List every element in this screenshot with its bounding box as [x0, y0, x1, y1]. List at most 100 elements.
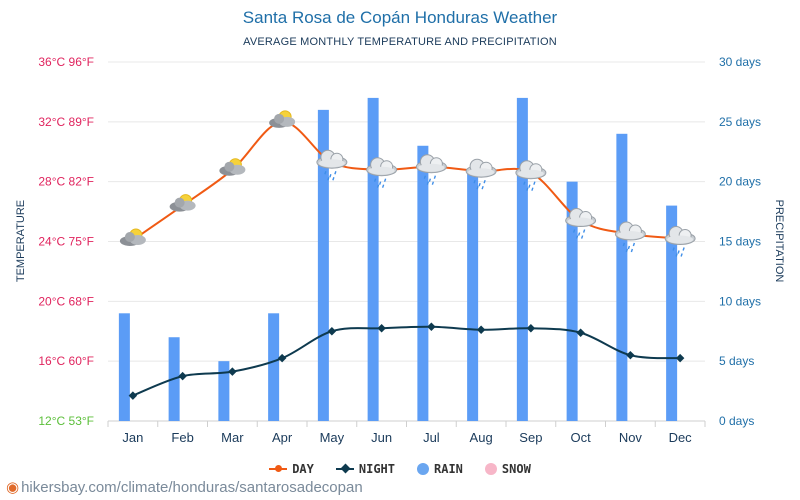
night-legend-marker: [335, 463, 354, 474]
partly-cloudy-icon: [169, 194, 196, 212]
day-line: [132, 120, 681, 241]
raindrop-shape: [675, 253, 678, 257]
precipitation-axis-title: PRECIPITATION: [773, 200, 785, 283]
month-axis: Jan Feb Mar Apr May Jun Jul Aug Sep Oct Nov Dec: [107, 421, 706, 445]
cloud-shape: [418, 163, 445, 172]
chart-subtitle: AVERAGE MONTHLY TEMPERATURE AND PRECIPIT…: [243, 36, 557, 48]
rain-bar: [218, 361, 230, 421]
raindrop-shape: [677, 250, 680, 254]
raindrop-shape: [431, 181, 435, 185]
raindrop-shape: [324, 170, 327, 175]
rain-bar: [367, 97, 379, 422]
raindrop-shape: [473, 179, 476, 184]
temperature-tick-label: 12°C 53°F: [38, 414, 94, 428]
legend-night[interactable]: NIGHT: [335, 462, 395, 476]
month-label: Dec: [669, 430, 693, 445]
cloud-shape: [617, 231, 644, 240]
month-label: Sep: [519, 430, 542, 445]
grid-lines: [108, 61, 705, 422]
credit-link[interactable]: hikersbay.com/climate/honduras/santarosa…: [21, 479, 363, 496]
raindrop-shape: [523, 181, 526, 185]
raindrop-shape: [433, 175, 437, 179]
legend: DAY NIGHT RAIN SNOW: [0, 462, 800, 476]
raindrop-shape: [531, 187, 534, 191]
precipitation-axis: 0 days 5 days 10 days 15 days 20 days 25 days…: [719, 55, 761, 428]
temperature-tick-label: 36°C 96°F: [38, 55, 94, 69]
rain-bar: [516, 97, 528, 422]
night-point: [377, 324, 386, 333]
night-point: [327, 327, 337, 336]
raindrop-shape: [426, 181, 430, 185]
month-label: Jun: [371, 430, 392, 445]
temperature-axis-title: TEMPERATURE: [15, 200, 27, 282]
night-line: [132, 325, 681, 397]
snow-legend-marker: [484, 463, 497, 475]
rain-cloud-icon: [366, 157, 398, 188]
rain-cloud-icon: [664, 226, 696, 257]
legend-snow[interactable]: SNOW: [484, 462, 531, 476]
night-point: [576, 328, 585, 337]
month-label: May: [320, 430, 345, 445]
rain-bar: [616, 133, 628, 422]
night-series: [128, 322, 685, 400]
legend-snow-label: SNOW: [501, 462, 531, 476]
raindrop-shape: [378, 181, 382, 185]
raindrop-shape: [577, 232, 581, 236]
raindrop-shape: [632, 242, 636, 247]
raindrop-shape: [381, 184, 385, 188]
cloud-shape: [318, 159, 345, 168]
raindrop-shape: [483, 179, 486, 184]
precipitation-tick-label: 15 days: [719, 235, 761, 249]
cloud-shape: [174, 197, 185, 208]
partly-cloudy-icon: [219, 158, 246, 176]
night-point: [427, 322, 436, 332]
month-label: Feb: [171, 430, 193, 445]
raindrop-shape: [526, 187, 529, 191]
legend-day[interactable]: DAY: [269, 462, 314, 476]
raindrop-shape: [334, 170, 337, 175]
location-pin-icon: ◉: [6, 479, 20, 496]
precipitation-tick-label: 5 days: [719, 354, 754, 368]
raindrop-shape: [533, 181, 536, 185]
month-label: Aug: [470, 430, 493, 445]
raindrop-shape: [627, 245, 631, 250]
legend-rain-label: RAIN: [434, 462, 463, 476]
partly-cloudy-icon: [269, 110, 296, 128]
rain-cloud-icon: [565, 208, 597, 239]
night-point: [178, 371, 187, 381]
raindrop-shape: [680, 253, 683, 257]
precipitation-tick-label: 30 days: [719, 55, 761, 69]
raindrop-shape: [582, 229, 586, 233]
raindrop-shape: [376, 184, 380, 188]
raindrop-shape: [580, 235, 584, 239]
month-label: Oct: [571, 430, 592, 445]
rain-bar: [317, 109, 329, 421]
cloud-shape: [667, 235, 694, 244]
rain-bars: [118, 97, 678, 422]
raindrop-shape: [572, 229, 576, 233]
cloud-shape: [368, 166, 395, 175]
raindrop-shape: [622, 242, 626, 247]
precipitation-tick-label: 25 days: [719, 115, 761, 129]
rain-bar: [268, 313, 280, 421]
month-label: Apr: [272, 430, 293, 445]
night-point: [626, 350, 635, 360]
raindrop-shape: [423, 175, 427, 179]
precipitation-tick-label: 0 days: [719, 414, 754, 428]
raindrop-shape: [383, 178, 387, 182]
raindrop-shape: [575, 235, 579, 239]
rain-bar: [417, 145, 429, 421]
raindrop-shape: [476, 185, 479, 190]
precipitation-tick-label: 10 days: [719, 294, 761, 308]
rain-bar: [566, 181, 578, 421]
legend-rain[interactable]: RAIN: [417, 462, 463, 476]
rain-bar: [467, 169, 479, 421]
raindrop-shape: [373, 178, 377, 182]
month-label: Jul: [423, 430, 440, 445]
source-credit[interactable]: ◉ hikersbay.com/climate/honduras/santaros…: [6, 478, 363, 496]
legend-night-label: NIGHT: [358, 462, 395, 476]
raindrop-shape: [625, 248, 629, 253]
raindrop-shape: [327, 176, 330, 181]
legend-day-label: DAY: [292, 462, 314, 476]
